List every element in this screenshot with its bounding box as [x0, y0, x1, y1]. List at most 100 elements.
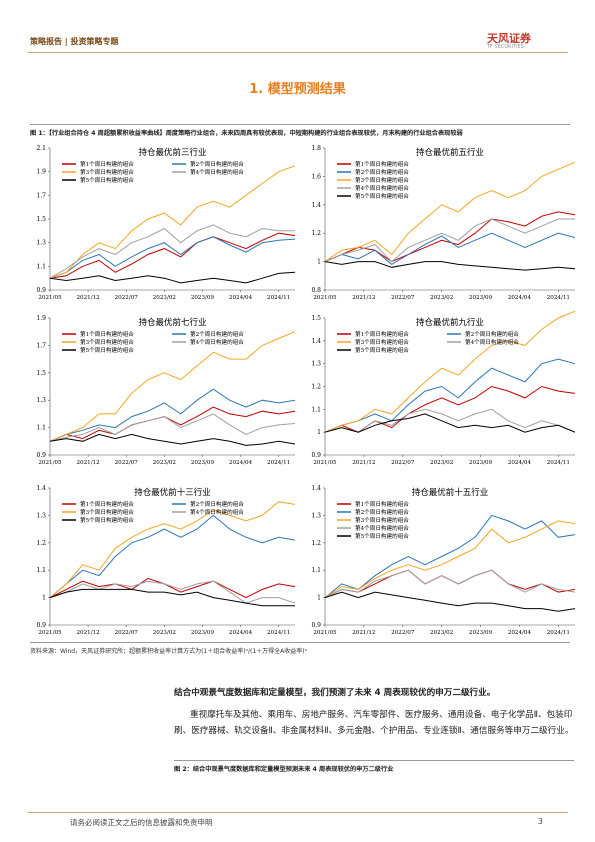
legend-label: 第5个周日构建的组合 [355, 346, 409, 354]
legend-label: 第2个周日构建的组合 [355, 168, 409, 176]
x-tick-label: 2022/07 [391, 295, 415, 301]
y-tick-label: 1 [317, 429, 321, 436]
y-tick-label: 2.1 [36, 145, 46, 152]
legend-label: 第2个周日构建的组合 [355, 508, 409, 516]
series-line [49, 514, 296, 598]
legend-label: 第2个周日构建的组合 [190, 160, 244, 168]
chart-title: 持仓最优前三行业 [138, 147, 206, 158]
x-tick-label: 2023/09 [469, 295, 493, 301]
y-tick-label: 1.9 [36, 315, 46, 322]
x-tick-label: 2024/04 [229, 460, 253, 466]
series-line [324, 232, 576, 266]
x-tick-label: 2024/04 [508, 630, 532, 636]
legend-label: 第3个周日构建的组合 [355, 176, 409, 184]
x-tick-label: 2021/12 [352, 295, 376, 301]
x-tick-label: 2023/02 [430, 295, 454, 301]
figure-caption: 图 2：结合中观景气度数据库和定量模型预测未来 4 周表现较优的申万二级行业 [174, 760, 574, 773]
series-line [49, 165, 296, 279]
series-line [49, 236, 296, 279]
y-tick-label: 1 [317, 259, 321, 266]
x-tick-label: 2021/05 [38, 460, 62, 466]
x-tick-label: 2023/02 [153, 460, 177, 466]
x-tick-label: 2022/07 [115, 630, 139, 636]
series-line [324, 261, 576, 271]
series-line [49, 232, 296, 279]
y-tick-label: 1.1 [311, 567, 321, 574]
series-line [324, 520, 576, 599]
legend-label: 第3个周日构建的组合 [80, 168, 134, 176]
legend-label: 第3个周日构建的组合 [355, 516, 409, 524]
x-tick-label: 2022/07 [115, 460, 139, 466]
legend-label: 第1个周日构建的组合 [355, 160, 409, 168]
logo: 天风证券 [487, 32, 531, 45]
x-tick-label: 2024/11 [547, 295, 570, 301]
x-tick-label: 2023/09 [191, 630, 215, 636]
legend-label: 第1个周日构建的组合 [80, 330, 134, 338]
y-tick-label: 1.3 [311, 361, 321, 368]
legend-label: 第5个周日构建的组合 [80, 176, 134, 184]
x-tick-label: 2021/05 [313, 460, 337, 466]
chart-title: 持仓最优前十三行业 [134, 487, 211, 498]
legend-label: 第4个周日构建的组合 [465, 338, 519, 346]
disclaimer: 请务必阅读正文之后的信息披露和免责申明 [70, 818, 213, 827]
x-tick-label: 2024/11 [267, 630, 290, 636]
x-tick-label: 2024/11 [547, 460, 570, 466]
x-tick-label: 2024/04 [508, 295, 532, 301]
x-tick-label: 2021/05 [313, 295, 337, 301]
chart-title: 持仓最优前七行业 [138, 317, 206, 328]
y-tick-label: 0.9 [36, 622, 46, 629]
y-tick-label: 1.4 [311, 338, 321, 345]
series-line [324, 218, 575, 263]
legend-label: 第3个周日构建的组合 [80, 508, 134, 516]
x-tick-label: 2024/04 [508, 460, 532, 466]
series-line [324, 358, 576, 433]
x-tick-label: 2024/04 [229, 630, 253, 636]
series-line [49, 501, 296, 598]
y-tick-label: 1.9 [36, 169, 46, 176]
y-tick-label: 0.8 [311, 287, 321, 294]
paragraph: 重视摩托车及其他、乘用车、房地产服务、汽车零部件、医疗服务、通用设备、电子化学品… [174, 710, 574, 736]
legend-label: 第1个周日构建的组合 [355, 500, 409, 508]
x-tick-label: 2023/02 [153, 295, 177, 301]
x-tick-label: 2021/12 [76, 630, 100, 636]
y-tick-label: 1 [42, 595, 46, 602]
y-tick-label: 1.4 [311, 202, 321, 209]
series-line [49, 224, 295, 279]
x-tick-label: 2021/05 [38, 630, 62, 636]
y-tick-label: 1.3 [36, 397, 46, 404]
legend-label: 第5个周日构建的组合 [80, 346, 134, 354]
legend-label: 第4个周日构建的组合 [355, 184, 409, 192]
y-tick-label: 1.4 [311, 485, 321, 492]
legend-label: 第4个周日构建的组合 [190, 508, 244, 516]
legend-label: 第3个周日构建的组合 [80, 338, 134, 346]
x-tick-label: 2023/09 [191, 295, 215, 301]
x-tick-label: 2023/02 [430, 630, 454, 636]
legend-label: 第4个周日构建的组合 [355, 524, 409, 532]
legend-label: 第5个周日构建的组合 [355, 532, 409, 540]
x-tick-label: 2023/09 [191, 460, 215, 466]
figure-caption: 图 1：【行业组合持仓 4 周超额累积收益率曲线】周度策略行业组合，未来四周具有… [30, 124, 570, 137]
y-tick-label: 1.3 [311, 512, 321, 519]
y-tick-label: 0.9 [36, 452, 46, 459]
x-tick-label: 2024/11 [267, 295, 290, 301]
y-tick-label: 1.2 [36, 540, 46, 547]
y-tick-label: 1.5 [36, 370, 46, 377]
x-tick-label: 2024/04 [229, 295, 253, 301]
chart-title: 持仓最优前十五行业 [412, 487, 489, 498]
y-tick-label: 1.7 [36, 192, 46, 199]
series-line [49, 331, 296, 442]
legend-label: 第2个周日构建的组合 [190, 500, 244, 508]
x-tick-label: 2021/05 [38, 295, 62, 301]
legend-label: 第4个周日构建的组合 [190, 338, 244, 346]
x-tick-label: 2023/09 [469, 630, 493, 636]
series-line [324, 569, 576, 599]
x-tick-label: 2022/07 [391, 460, 415, 466]
y-tick-label: 1.1 [36, 263, 46, 270]
y-tick-label: 1 [317, 595, 321, 602]
legend-label: 第2个周日构建的组合 [190, 330, 244, 338]
logo-en: TF SECURITIES [487, 44, 524, 50]
x-tick-label: 2024/11 [547, 630, 570, 636]
series-line [324, 591, 576, 612]
y-tick-label: 1.6 [311, 173, 321, 180]
